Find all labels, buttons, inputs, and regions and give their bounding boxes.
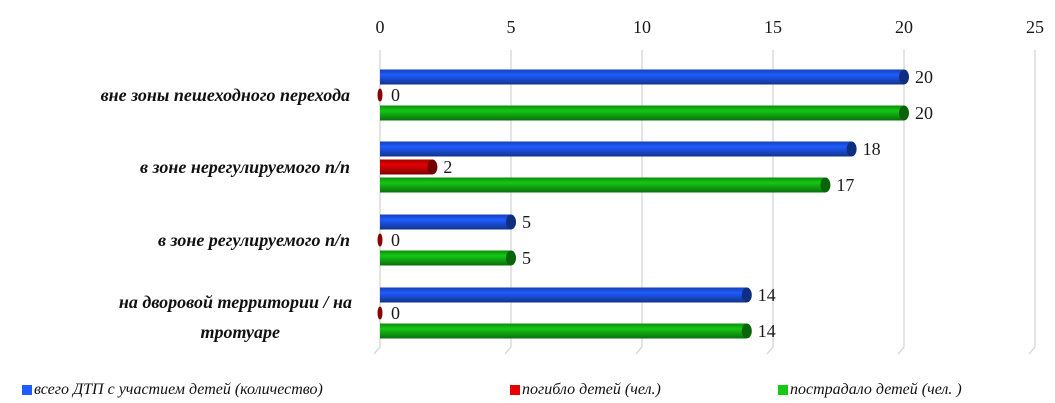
bar (380, 141, 852, 157)
x-tick-label: 10 (633, 17, 651, 37)
bar (377, 88, 383, 102)
category-label: вне зоны пешеходного перехода (101, 85, 350, 105)
bar (380, 69, 904, 85)
x-tick-label: 20 (895, 17, 913, 37)
data-label: 0 (391, 230, 400, 250)
x-tick-label: 5 (507, 17, 516, 37)
bar-end-cap (899, 69, 909, 85)
data-label: 5 (522, 248, 531, 268)
bar (380, 323, 747, 339)
data-label: 0 (391, 85, 400, 105)
data-label: 0 (391, 303, 400, 323)
bar-end-cap (820, 177, 831, 193)
gridline-foot (504, 346, 512, 355)
data-label: 14 (758, 285, 776, 305)
x-tick-label: 15 (764, 17, 782, 37)
bar (380, 177, 826, 193)
bar (377, 306, 383, 320)
bar-end-cap (506, 214, 516, 230)
bar (380, 105, 904, 121)
data-labels: 20 0 20 18 2 17 5 0 5 14 0 14 (391, 67, 933, 341)
legend-swatch (22, 385, 32, 395)
bar (380, 250, 511, 266)
data-label: 20 (915, 103, 933, 123)
bar-end-cap (506, 250, 516, 266)
category-labels: вне зоны пешеходного перехода в зоне нере… (101, 85, 352, 342)
data-label: 14 (758, 321, 776, 341)
x-tick-label: 0 (376, 17, 385, 37)
legend-swatch (778, 385, 788, 395)
legend-entry: всего ДТП с участием детей (количество) (34, 381, 323, 398)
x-tick-label: 25 (1026, 17, 1044, 37)
bar-end-cap (899, 105, 909, 121)
bar-end-cap (427, 159, 438, 175)
bar-end-cap (846, 141, 857, 157)
bar-end-cap (741, 323, 752, 339)
bar-end-cap (741, 287, 752, 303)
legend-swatch (510, 385, 520, 395)
bar (380, 214, 511, 230)
bar (380, 159, 433, 175)
data-label: 5 (522, 212, 531, 232)
category-label: в зоне нерегулируемого п/п (140, 157, 350, 177)
category-label-line2: тротуаре (200, 322, 280, 342)
data-label: 2 (443, 157, 452, 177)
bar (377, 233, 383, 247)
legend: всего ДТП с участием детей (количество) п… (22, 381, 962, 398)
gridline-foot (766, 346, 774, 355)
bar (380, 287, 747, 303)
bars (377, 69, 909, 339)
data-label: 20 (915, 67, 933, 87)
legend-entry: погибло детей (чел.) (522, 381, 661, 398)
gridlines (373, 50, 1036, 355)
data-label: 17 (836, 175, 854, 195)
gridline-foot (373, 346, 381, 355)
gridline-foot (635, 346, 643, 355)
data-label: 18 (863, 139, 881, 159)
gridline-foot (897, 346, 905, 355)
category-label: на дворовой территории / на (119, 292, 352, 312)
category-label: в зоне регулируемого п/п (158, 230, 350, 250)
legend-entry: пострадало детей (чел. ) (790, 381, 962, 398)
x-axis-ticks: 0 5 10 15 20 25 (376, 17, 1045, 37)
gridline-foot (1028, 346, 1036, 355)
